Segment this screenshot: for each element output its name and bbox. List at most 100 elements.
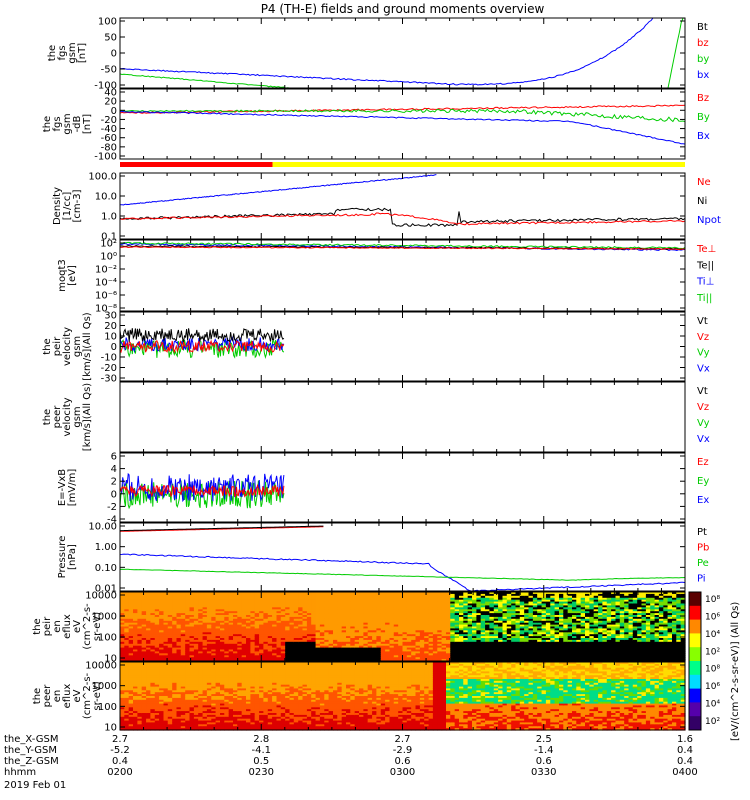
heatmap-cell xyxy=(402,626,408,629)
heatmap-cell xyxy=(585,592,590,595)
heatmap-cell xyxy=(672,628,677,631)
heatmap-cell xyxy=(380,613,386,616)
heatmap-cell xyxy=(485,634,490,637)
heatmap-cell xyxy=(241,645,247,649)
heatmap-cell xyxy=(233,659,238,662)
heatmap-cell xyxy=(654,595,660,599)
heatmap-cell xyxy=(211,624,217,628)
heatmap-cell xyxy=(602,628,608,631)
heatmap-cell xyxy=(380,599,386,603)
heatmap-cell xyxy=(611,607,616,610)
heatmap-cell xyxy=(402,659,408,662)
heatmap-cell xyxy=(354,615,360,618)
heatmap-cell xyxy=(167,638,173,641)
heatmap-cell xyxy=(372,651,377,654)
heatmap-cell xyxy=(172,649,178,652)
heatmap-cell xyxy=(202,636,208,639)
heatmap-cell xyxy=(328,655,334,658)
heatmap-cell xyxy=(150,643,156,647)
heatmap-cell xyxy=(463,647,469,651)
heatmap-cell xyxy=(159,638,164,641)
heatmap-cell xyxy=(432,659,438,662)
heatmap-cell xyxy=(446,595,451,599)
heatmap-cell xyxy=(376,601,382,605)
heatmap-cell xyxy=(637,622,643,626)
heatmap-cell xyxy=(154,630,160,633)
heatmap-cell xyxy=(393,636,399,639)
heatmap-cell xyxy=(120,599,125,603)
heatmap-cell xyxy=(180,634,186,637)
heatmap-cell xyxy=(563,624,569,628)
heatmap-cell xyxy=(515,647,521,651)
heatmap-cell xyxy=(524,634,530,637)
heatmap-cell xyxy=(154,697,160,701)
heatmap-cell xyxy=(215,636,221,639)
heatmap-cell xyxy=(576,605,582,608)
heatmap-cell xyxy=(163,630,169,633)
heatmap-cell xyxy=(280,593,286,597)
heatmap-cell xyxy=(645,643,651,647)
heatmap-cell xyxy=(650,626,656,629)
heatmap-cell xyxy=(172,616,178,620)
heatmap-cell xyxy=(589,657,595,660)
heatmap-cell xyxy=(580,628,586,631)
heatmap-cell xyxy=(667,607,673,610)
heatmap-cell xyxy=(502,649,508,652)
heatmap-cell xyxy=(615,605,621,608)
heatmap-cell xyxy=(519,603,525,606)
heatmap-cell xyxy=(641,636,647,639)
heatmap-cell xyxy=(593,622,599,626)
heatmap-cell xyxy=(167,622,173,626)
heatmap-cell xyxy=(415,624,421,628)
heatmap-cell xyxy=(585,615,590,618)
heatmap-cell xyxy=(459,616,464,620)
heatmap-cell xyxy=(641,651,647,654)
heatmap-cell xyxy=(411,630,417,633)
heatmap-cell xyxy=(606,620,612,624)
heatmap-cell xyxy=(441,649,447,652)
heatmap-cell xyxy=(411,657,417,660)
heatmap-cell xyxy=(359,624,364,628)
heatmap-cell xyxy=(532,603,538,606)
heatmap-cell xyxy=(537,634,543,637)
heatmap-cell xyxy=(432,647,438,651)
heatmap-cell xyxy=(176,609,182,612)
heatmap-cell xyxy=(137,718,143,722)
heatmap-cell xyxy=(324,595,330,599)
heatmap-cell xyxy=(285,659,291,662)
heatmap-cell xyxy=(324,618,330,622)
heatmap-cell xyxy=(650,601,656,605)
heatmap-cell xyxy=(263,632,269,635)
heatmap-cell xyxy=(589,639,595,643)
heatmap-cell xyxy=(198,609,204,612)
heatmap-cell xyxy=(580,653,586,656)
heatmap-cell xyxy=(250,628,256,631)
heatmap-cell xyxy=(250,636,256,639)
heatmap-cell xyxy=(385,651,390,654)
heatmap-cell xyxy=(506,624,512,628)
heatmap-cell xyxy=(441,628,447,631)
heatmap-cell xyxy=(163,601,169,605)
heatmap-cell xyxy=(293,628,299,631)
heatmap-cell xyxy=(285,595,291,599)
heatmap-cell xyxy=(346,653,351,656)
heatmap-cell xyxy=(189,592,195,595)
heatmap-cell xyxy=(133,690,138,693)
heatmap-cell xyxy=(285,599,291,603)
heatmap-cell xyxy=(572,611,577,614)
heatmap-cell xyxy=(598,616,603,620)
heatmap-cell xyxy=(524,624,530,628)
heatmap-cell xyxy=(120,692,125,695)
heatmap-cell xyxy=(298,638,304,641)
heatmap-cell xyxy=(276,636,282,639)
heatmap-cell xyxy=(424,595,430,599)
heatmap-cell xyxy=(467,624,473,628)
heatmap-cell xyxy=(228,603,234,606)
heatmap-cell xyxy=(163,618,169,622)
heatmap-cell xyxy=(432,657,438,660)
heatmap-cell xyxy=(306,626,312,629)
heatmap-cell xyxy=(389,655,395,658)
heatmap-cell xyxy=(267,643,273,647)
heatmap-cell xyxy=(511,649,517,652)
heatmap-cell xyxy=(250,651,256,654)
